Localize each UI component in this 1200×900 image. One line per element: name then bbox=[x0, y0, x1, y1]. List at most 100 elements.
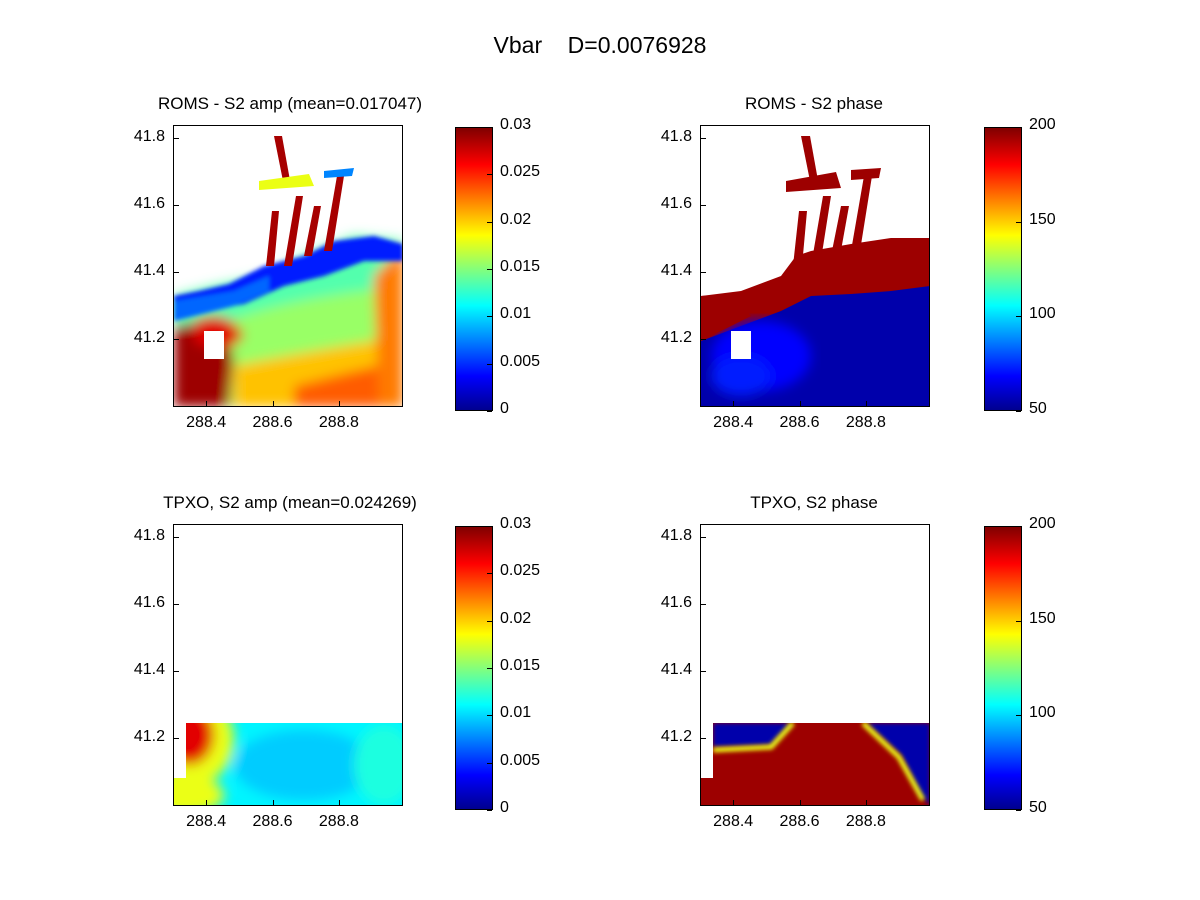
heatmap-field bbox=[174, 126, 402, 406]
y-tick-mark bbox=[701, 272, 706, 274]
x-tick-label: 288.8 bbox=[845, 414, 886, 431]
y-tick-mark bbox=[701, 138, 706, 140]
colorbar-tick-mark bbox=[487, 668, 492, 669]
colorbar-tick-mark bbox=[487, 526, 492, 527]
colorbar-tick-mark bbox=[1016, 127, 1021, 128]
x-tick-mark bbox=[733, 800, 735, 805]
x-tick-label: 288.8 bbox=[318, 813, 359, 830]
y-tick-label: 41.2 bbox=[133, 728, 165, 746]
panel-title: ROMS - S2 amp (mean=0.017047) bbox=[157, 94, 423, 113]
colorbar-tick-mark bbox=[487, 363, 492, 365]
colorbar-tick-mark bbox=[1016, 526, 1021, 527]
y-tick-label: 41.2 bbox=[660, 329, 692, 347]
colorbar-tick-mark bbox=[487, 269, 492, 270]
x-tick-label: 288.4 bbox=[713, 813, 754, 830]
colorbar-tick-label: 0.03 bbox=[500, 116, 532, 133]
colorbar-tick-mark bbox=[1016, 810, 1021, 811]
x-tick-mark bbox=[206, 401, 208, 406]
colorbar-tick-label: 0.015 bbox=[500, 657, 541, 674]
colorbar-tick-mark bbox=[487, 127, 492, 128]
panel-title: TPXO, S2 phase bbox=[750, 493, 878, 512]
x-tick-mark bbox=[338, 401, 340, 406]
colorbar-tick-label: 0.005 bbox=[500, 352, 541, 370]
y-tick-mark bbox=[701, 537, 706, 539]
x-tick-mark bbox=[865, 800, 867, 805]
x-tick-label: 288.8 bbox=[318, 414, 359, 431]
colorbar bbox=[984, 127, 1022, 411]
colorbar-tick-label: 200 bbox=[1029, 515, 1056, 532]
colorbar-tick-mark bbox=[1016, 316, 1021, 318]
heatmap-axes bbox=[700, 125, 930, 407]
y-tick-label: 41.2 bbox=[133, 329, 165, 347]
colorbar-gradient bbox=[456, 128, 492, 410]
y-tick-label: 41.4 bbox=[133, 661, 165, 679]
colorbar bbox=[984, 526, 1022, 810]
y-tick-label: 41.8 bbox=[660, 527, 692, 545]
y-tick-mark bbox=[174, 604, 179, 606]
y-tick-label: 41.8 bbox=[133, 128, 165, 146]
colorbar-tick-label: 0.02 bbox=[500, 210, 532, 228]
colorbar-tick-label: 100 bbox=[1029, 305, 1056, 323]
colorbar-tick-label: 150 bbox=[1029, 210, 1056, 228]
x-tick-mark bbox=[733, 401, 735, 406]
y-tick-mark bbox=[174, 537, 179, 539]
x-tick-mark bbox=[799, 800, 801, 805]
y-tick-mark bbox=[174, 738, 179, 740]
colorbar-tick-mark bbox=[487, 221, 492, 223]
y-tick-label: 41.2 bbox=[660, 728, 692, 746]
colorbar-tick-label: 0.025 bbox=[500, 562, 541, 580]
heatmap-field bbox=[701, 525, 929, 805]
y-tick-mark bbox=[701, 671, 706, 673]
colorbar-tick-label: 50 bbox=[1029, 799, 1047, 816]
colorbar-tick-mark bbox=[487, 573, 492, 575]
colorbar-tick-mark bbox=[487, 620, 492, 622]
colorbar-tick-mark bbox=[487, 762, 492, 764]
y-tick-label: 41.6 bbox=[133, 195, 165, 213]
colorbar-tick-label: 0 bbox=[500, 799, 509, 816]
colorbar-tick-label: 100 bbox=[1029, 704, 1056, 722]
x-tick-label: 288.8 bbox=[845, 813, 886, 830]
figure-title: Vbar D=0.0076928 bbox=[493, 32, 707, 58]
y-tick-label: 41.4 bbox=[660, 262, 692, 280]
x-tick-label: 288.4 bbox=[713, 414, 754, 431]
x-tick-mark bbox=[206, 800, 208, 805]
heatmap-field bbox=[701, 126, 929, 406]
colorbar-tick-mark bbox=[487, 715, 492, 717]
y-tick-label: 41.6 bbox=[660, 594, 692, 612]
colorbar bbox=[455, 526, 493, 810]
colorbar-tick-label: 150 bbox=[1029, 609, 1056, 627]
colorbar-tick-mark bbox=[487, 411, 492, 412]
x-tick-mark bbox=[272, 401, 274, 406]
colorbar-gradient bbox=[985, 527, 1021, 809]
y-tick-label: 41.8 bbox=[133, 527, 165, 545]
panel-title: ROMS - S2 phase bbox=[745, 94, 883, 113]
colorbar-tick-label: 0.03 bbox=[500, 515, 532, 532]
y-tick-label: 41.4 bbox=[660, 661, 692, 679]
heatmap-axes bbox=[173, 125, 403, 407]
y-tick-mark bbox=[701, 738, 706, 740]
y-tick-label: 41.6 bbox=[133, 594, 165, 612]
colorbar-tick-label: 0.005 bbox=[500, 751, 541, 769]
y-tick-mark bbox=[174, 339, 179, 341]
y-tick-mark bbox=[174, 138, 179, 140]
y-tick-label: 41.8 bbox=[660, 128, 692, 146]
x-tick-mark bbox=[799, 401, 801, 406]
y-tick-label: 41.6 bbox=[660, 195, 692, 213]
y-tick-mark bbox=[701, 339, 706, 341]
x-tick-label: 288.6 bbox=[252, 414, 293, 431]
y-tick-mark bbox=[174, 272, 179, 274]
colorbar-gradient bbox=[985, 128, 1021, 410]
colorbar-tick-label: 0 bbox=[500, 400, 509, 417]
colorbar-tick-label: 0.01 bbox=[500, 305, 532, 323]
x-tick-label: 288.4 bbox=[186, 414, 227, 431]
colorbar-tick-label: 0.02 bbox=[500, 609, 532, 627]
colorbar-tick-label: 0.01 bbox=[500, 704, 532, 722]
y-tick-mark bbox=[701, 205, 706, 207]
colorbar-tick-mark bbox=[1016, 221, 1021, 223]
colorbar bbox=[455, 127, 493, 411]
x-tick-mark bbox=[272, 800, 274, 805]
x-tick-label: 288.6 bbox=[252, 813, 293, 830]
panel-title: TPXO, S2 amp (mean=0.024269) bbox=[163, 493, 417, 512]
heatmap-axes bbox=[173, 524, 403, 806]
